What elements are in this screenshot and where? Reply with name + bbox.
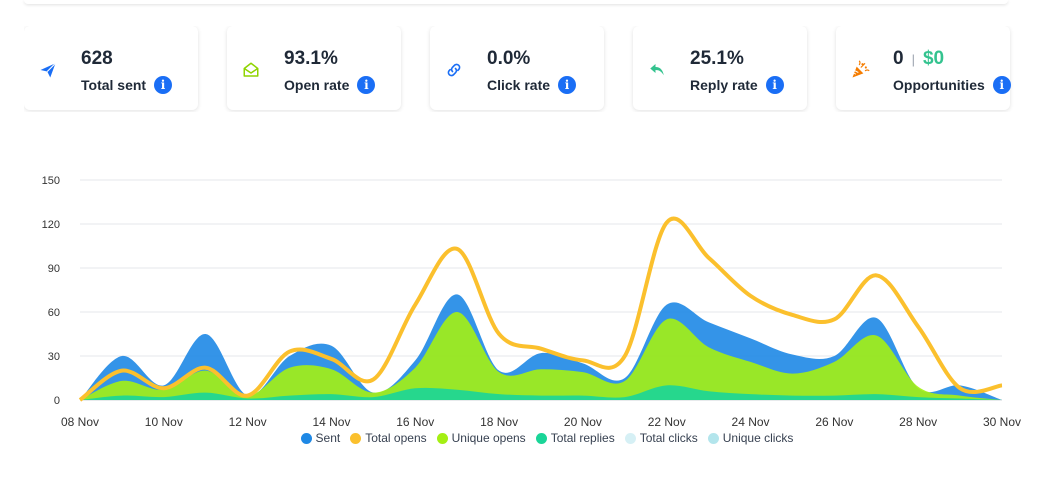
stat-label-row: Reply rate i	[690, 76, 784, 94]
y-tick-label: 150	[42, 175, 60, 187]
x-tick-label: 20 Nov	[564, 415, 602, 429]
y-tick-label: 90	[48, 263, 60, 275]
x-tick-label: 26 Nov	[815, 415, 853, 429]
legend-swatch	[707, 432, 719, 444]
party-popper-icon	[850, 60, 870, 80]
legend-swatch	[535, 432, 547, 444]
legend-label: Sent	[315, 431, 341, 445]
stat-value: 628	[81, 48, 113, 69]
info-icon[interactable]: i	[992, 76, 1011, 94]
stat-card-total-sent: 628 Total sent i	[24, 26, 198, 110]
info-icon[interactable]: i	[765, 76, 784, 94]
stat-label: Opportunities	[893, 77, 985, 93]
legend-item[interactable]: Total opens	[350, 431, 427, 445]
y-tick-label: 120	[42, 219, 60, 231]
x-tick-label: 16 Nov	[396, 415, 434, 429]
legend-label: Unique opens	[451, 431, 526, 445]
link-icon	[444, 60, 464, 80]
stat-label-row: Click rate i	[487, 76, 577, 94]
series-line-total-opens	[78, 216, 1003, 402]
stat-label-row: Open rate i	[284, 76, 376, 94]
stat-value: 0.0%	[487, 48, 531, 69]
x-tick-label: 30 Nov	[983, 415, 1021, 429]
legend-swatch	[300, 432, 312, 444]
y-tick-label: 0	[54, 395, 60, 407]
top-panel-edge	[24, 0, 1008, 4]
stat-card-open-rate: 93.1% Open rate i	[227, 26, 401, 110]
info-icon[interactable]: i	[357, 76, 376, 94]
x-tick-label: 18 Nov	[480, 415, 518, 429]
series-area-unique-opens	[80, 311, 1002, 400]
stat-card-click-rate: 0.0% Click rate i	[430, 26, 604, 110]
legend-swatch	[350, 432, 362, 444]
x-tick-label: 12 Nov	[229, 415, 267, 429]
legend-item[interactable]: Unique opens	[436, 431, 526, 445]
legend-swatch	[436, 432, 448, 444]
paper-plane-icon	[38, 60, 58, 80]
legend-label: Total replies	[550, 431, 615, 445]
stat-value: 93.1%	[284, 48, 338, 69]
stat-label-row: Total sent i	[81, 76, 173, 94]
stat-card-opportunities: 0 | $0 Opportunities i	[836, 26, 1011, 110]
legend-item[interactable]: Unique clicks	[707, 431, 794, 445]
info-icon[interactable]: i	[558, 76, 577, 94]
stat-label: Total sent	[81, 77, 147, 93]
legend-swatch	[624, 432, 636, 444]
x-tick-label: 08 Nov	[61, 415, 99, 429]
legend-item[interactable]: Sent	[300, 431, 341, 445]
chart-legend: Sent Total opens Unique opens Total replies…	[0, 431, 1038, 445]
x-tick-label: 28 Nov	[899, 415, 937, 429]
opportunities-value-row: 0 | $0	[893, 48, 944, 70]
series-area-total-replies	[80, 385, 1002, 400]
reply-arrow-icon	[647, 60, 667, 80]
stat-label: Click rate	[487, 77, 551, 93]
y-tick-label: 30	[48, 351, 60, 363]
campaign-activity-chart: 0 30 60 90 120 150 08 Nov 10 Nov 12 Nov 14 Nov 16 …	[42, 175, 1021, 429]
stat-label: Open rate	[284, 77, 350, 93]
legend-label: Total opens	[365, 431, 427, 445]
stat-label: Reply rate	[690, 77, 758, 93]
opportunities-amount: $0	[922, 48, 945, 69]
y-tick-label: 60	[48, 307, 60, 319]
legend-label: Unique clicks	[722, 431, 794, 445]
x-tick-label: 22 Nov	[648, 415, 686, 429]
x-tick-label: 10 Nov	[145, 415, 183, 429]
legend-item[interactable]: Total clicks	[624, 431, 698, 445]
stat-card-reply-rate: 25.1% Reply rate i	[633, 26, 807, 110]
open-envelope-icon	[241, 60, 261, 80]
value-separator: |	[911, 52, 915, 67]
stat-label-row: Opportunities i	[893, 76, 1011, 94]
x-tick-label: 24 Nov	[732, 415, 770, 429]
x-tick-label: 14 Nov	[312, 415, 350, 429]
legend-item[interactable]: Total replies	[535, 431, 615, 445]
stats-row: 628 Total sent i 93.1% Open rate i 0.0% …	[24, 26, 1038, 112]
legend-label: Total clicks	[639, 431, 698, 445]
opportunities-count: 0	[893, 48, 904, 69]
info-icon[interactable]: i	[154, 76, 173, 94]
stat-value: 25.1%	[690, 48, 744, 69]
